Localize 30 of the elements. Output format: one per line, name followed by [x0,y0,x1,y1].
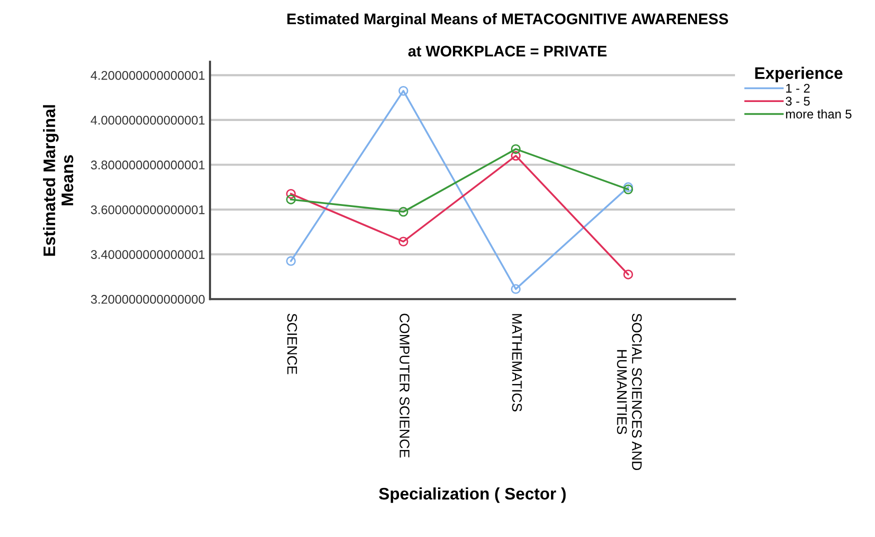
x-tick-label: SOCIAL SCIENCES AND HUMANITIES [616,314,642,470]
y-axis-title: Estimated Marginal Means [42,105,74,256]
point [510,284,521,294]
chart-title: Estimated Marginal Means of METACOGNITIVE AWARENESS [287,13,728,28]
x-tick-label: MATHEMATICS [512,314,522,412]
legend-title: Experience [755,66,843,82]
x-axis-title: Specialization ( Sector ) [378,487,566,503]
point [623,182,634,192]
point [286,189,296,199]
x-tick-label: COMPUTER SCIENCE [400,314,410,458]
point [623,270,634,280]
point [510,144,521,154]
point [398,206,408,217]
point [623,184,634,194]
y-tick-label: 3.600000000000001 [90,205,205,214]
point [286,194,296,204]
y-tick-label: 3.800000000000001 [90,160,205,170]
x-tick-label: SCIENCE [287,314,298,374]
y-tick-label: 3.200000000000000 [90,294,205,304]
point [398,236,408,246]
point [398,86,408,96]
legend-label: 1 - 2 [786,84,810,93]
chart-subtitle: at WORKPLACE = PRIVATE [408,46,607,57]
legend-label: 3 - 5 [786,96,810,106]
y-tick-label: 4.200000000000001 [90,70,205,80]
point [286,256,296,266]
point [510,150,521,161]
y-tick-label: 3.400000000000001 [90,250,205,259]
legend-label: more than 5 [786,109,852,119]
y-tick-label: 4.000000000000001 [90,116,205,125]
